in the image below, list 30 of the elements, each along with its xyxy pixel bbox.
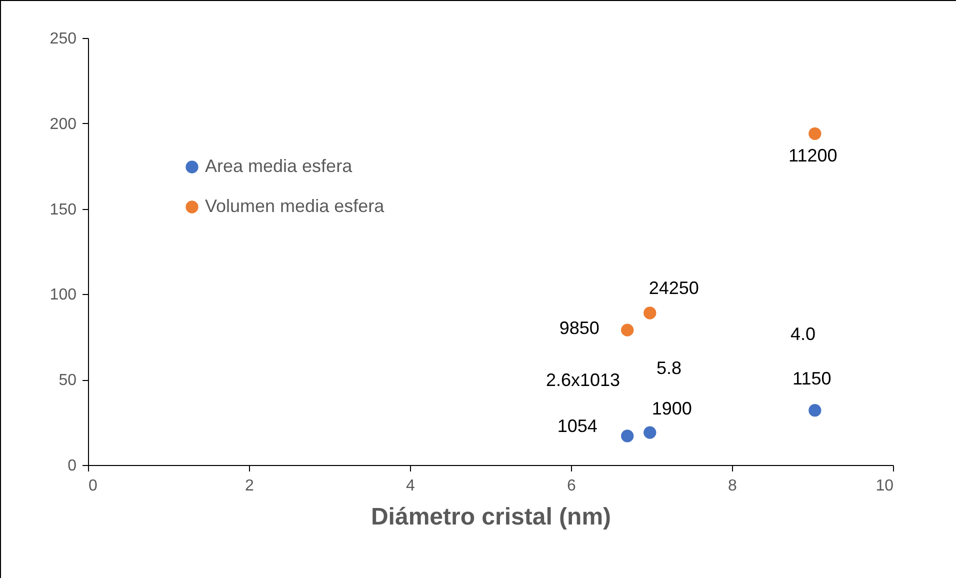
legend-label: Volumen media esfera (205, 196, 386, 216)
annotation: 4.0 (790, 324, 816, 344)
annotation: 1054 (557, 416, 598, 436)
annotation: 1150 (792, 368, 832, 388)
y-tick-label: 250 (50, 30, 77, 48)
annotation: 1900 (652, 398, 692, 419)
x-tick-label: 6 (567, 478, 576, 494)
point (808, 404, 822, 417)
point (644, 426, 656, 439)
point (621, 430, 634, 442)
x-tick-label: 0 (88, 478, 98, 494)
y-tick-label: 200 (50, 116, 77, 133)
y-tick-label: 100 (50, 286, 77, 304)
annotation: 5.8 (656, 358, 682, 378)
y-tick-label: 150 (50, 201, 77, 218)
annotation: 9850 (559, 318, 600, 338)
annotation: 11200 (788, 146, 838, 166)
x-tick-label: 4 (406, 478, 416, 494)
annotation: 24250 (648, 278, 699, 298)
x-axis-title: Diámetro cristal (nm) (370, 504, 612, 530)
point (644, 306, 656, 320)
point (621, 324, 634, 336)
y-tick-label: 0 (68, 458, 77, 474)
legend-label: Area media esfera (205, 156, 354, 176)
y-tick-label: 50 (58, 372, 77, 390)
x-tick-label: 10 (876, 478, 894, 494)
annotation: 2.6x1013 (546, 370, 620, 390)
x-tick-label: 8 (728, 478, 738, 494)
x-tick-label: 2 (245, 478, 254, 494)
point (808, 127, 822, 140)
